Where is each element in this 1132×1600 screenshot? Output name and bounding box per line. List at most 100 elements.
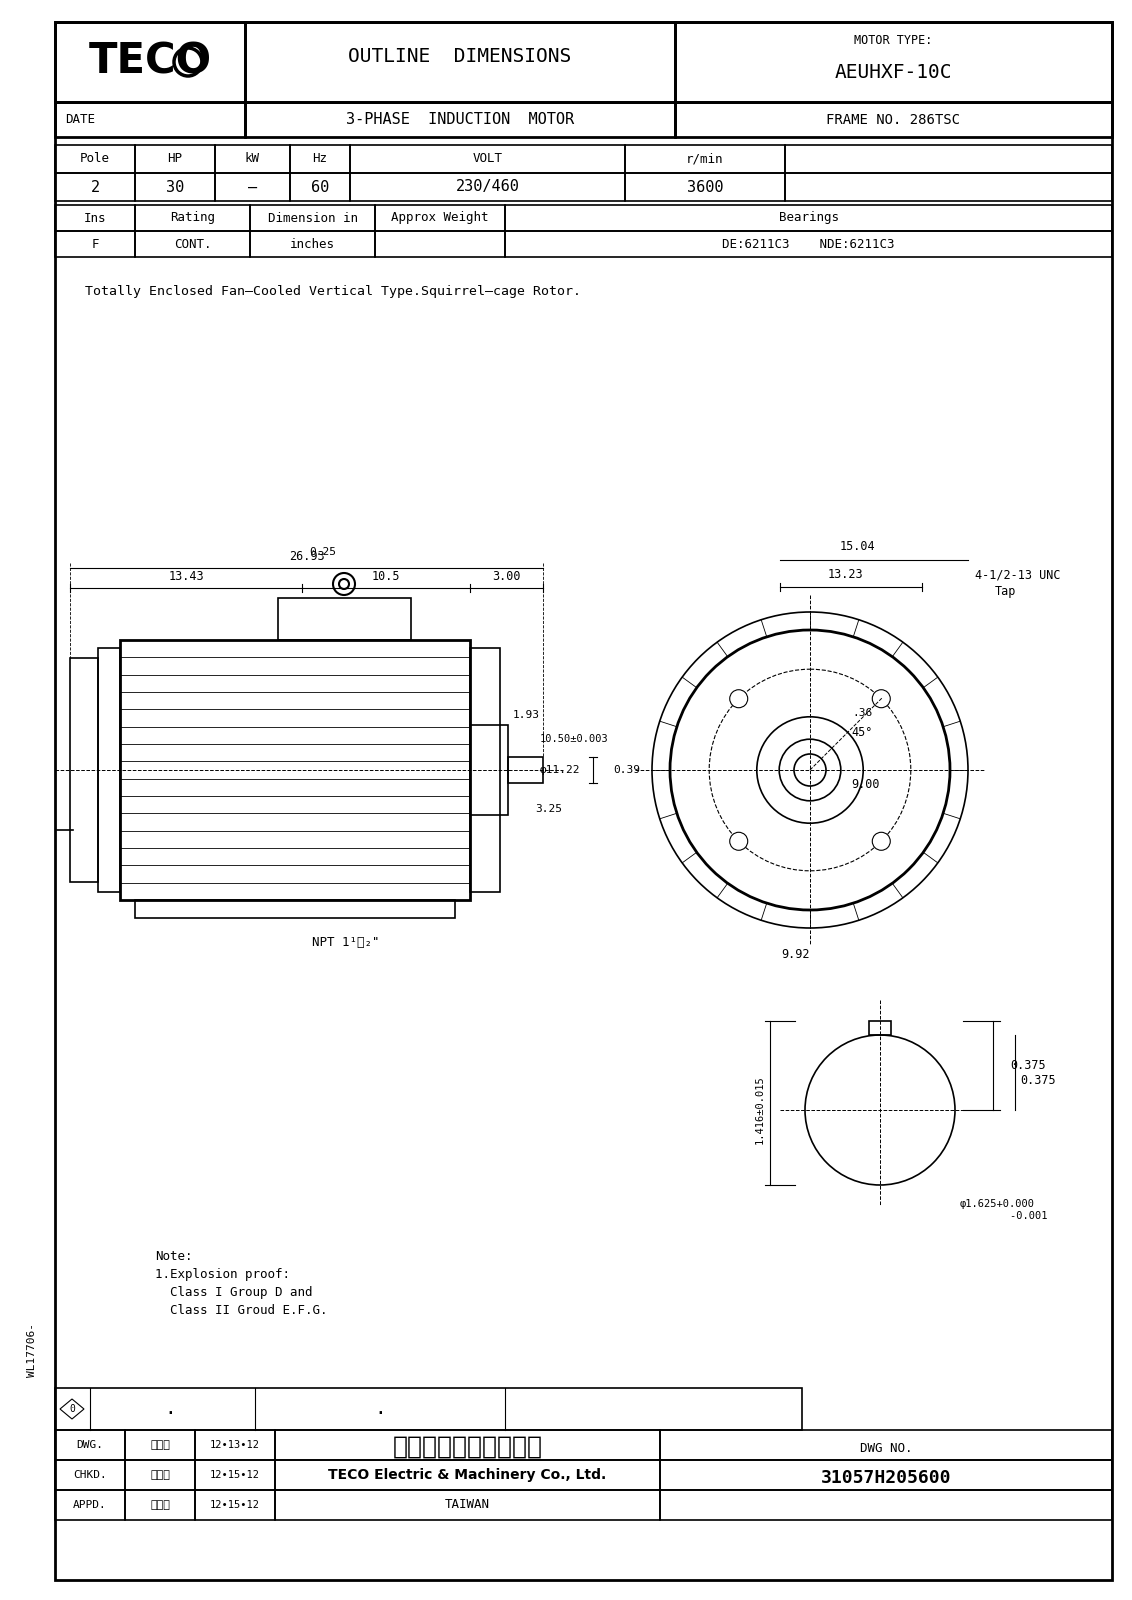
Bar [660, 1459, 1112, 1490]
Circle shape [670, 630, 950, 910]
Bar [505, 230, 1112, 258]
Text: 3.00: 3.00 [492, 570, 521, 582]
Bar [55, 146, 135, 173]
Text: 1.Explosion proof:: 1.Explosion proof: [155, 1267, 290, 1282]
Text: 230/460: 230/460 [455, 179, 520, 195]
Bar [290, 173, 350, 202]
Text: .: . [164, 1400, 175, 1419]
Circle shape [333, 573, 355, 595]
Bar [55, 102, 245, 138]
Circle shape [757, 717, 864, 822]
Text: DATE: DATE [65, 114, 95, 126]
Text: 26.93: 26.93 [289, 549, 324, 563]
Circle shape [779, 739, 841, 800]
Bar [250, 205, 375, 230]
Bar [350, 173, 625, 202]
Text: 2: 2 [91, 179, 100, 195]
Bar [55, 22, 245, 102]
Text: 東元電機股份有限公司: 東元電機股份有限公司 [393, 1435, 542, 1459]
Text: 1.416±0.015: 1.416±0.015 [755, 1075, 765, 1144]
Bar [470, 725, 508, 814]
Bar [135, 146, 215, 173]
Bar [135, 899, 455, 918]
Text: .: . [374, 1400, 386, 1419]
Text: 郭耀良: 郭耀良 [151, 1470, 170, 1480]
Text: .36: .36 [852, 707, 873, 717]
Text: 郭耀良: 郭耀良 [151, 1440, 170, 1450]
Text: 31057H205600: 31057H205600 [821, 1469, 951, 1486]
Text: 0.375: 0.375 [1010, 1059, 1046, 1072]
Text: 0.375: 0.375 [1020, 1074, 1056, 1086]
Circle shape [652, 611, 968, 928]
Text: Bearings: Bearings [779, 211, 839, 224]
Bar [70, 658, 98, 882]
Text: DWG.: DWG. [77, 1440, 103, 1450]
Text: 12•15•12: 12•15•12 [211, 1470, 260, 1480]
Text: 3.25: 3.25 [535, 803, 561, 814]
Text: 12•13•12: 12•13•12 [211, 1440, 260, 1450]
Text: 13.43: 13.43 [169, 570, 204, 582]
Text: Hz: Hz [312, 152, 327, 165]
Bar [98, 648, 120, 893]
Circle shape [873, 832, 890, 850]
Text: 3600: 3600 [687, 179, 723, 195]
Text: Class I Group D and: Class I Group D and [155, 1286, 312, 1299]
Text: 1.93: 1.93 [513, 710, 540, 720]
Circle shape [873, 690, 890, 707]
Bar [277, 598, 411, 640]
Text: 12•15•12: 12•15•12 [211, 1501, 260, 1510]
Text: Ins: Ins [84, 211, 106, 224]
Bar [215, 146, 290, 173]
Text: Approx Weight: Approx Weight [392, 211, 489, 224]
Bar [55, 1490, 125, 1520]
Bar [784, 146, 1112, 173]
Text: 45°: 45° [851, 725, 873, 739]
Text: 0.39: 0.39 [614, 765, 640, 774]
Bar [290, 146, 350, 173]
Bar [195, 1430, 275, 1459]
Text: CONT.: CONT. [173, 237, 212, 251]
Bar [245, 102, 675, 138]
Bar [55, 205, 135, 230]
Bar [195, 1459, 275, 1490]
Bar [675, 22, 1112, 102]
Text: 4-1/2-13 UNC: 4-1/2-13 UNC [975, 568, 1061, 581]
Text: 10.5: 10.5 [371, 570, 401, 582]
Text: 60: 60 [311, 179, 329, 195]
Bar [350, 146, 625, 173]
Text: inches: inches [290, 237, 335, 251]
Bar [55, 1430, 125, 1459]
Text: Note:: Note: [155, 1250, 192, 1262]
Bar [869, 1021, 891, 1035]
Circle shape [805, 1035, 955, 1186]
Bar [625, 146, 784, 173]
Bar [55, 1459, 125, 1490]
Text: 9.92: 9.92 [781, 949, 809, 962]
Text: HP: HP [168, 152, 182, 165]
Text: r/min: r/min [686, 152, 723, 165]
Bar [215, 173, 290, 202]
Bar [784, 173, 1112, 202]
Bar [505, 205, 1112, 230]
Text: Totally Enclosed Fan—Cooled Vertical Type.Squirrel—cage Rotor.: Totally Enclosed Fan—Cooled Vertical Typ… [85, 285, 581, 298]
Circle shape [794, 754, 826, 786]
Text: 蔡明鈕: 蔡明鈕 [151, 1501, 170, 1510]
Bar [135, 205, 250, 230]
Text: WL17706-: WL17706- [27, 1323, 37, 1378]
Text: OUTLINE  DIMENSIONS: OUTLINE DIMENSIONS [349, 48, 572, 67]
Text: kW: kW [245, 152, 260, 165]
Text: NPT 1¹⁄₂": NPT 1¹⁄₂" [312, 936, 380, 949]
Bar [470, 648, 500, 893]
Text: φ11.22: φ11.22 [540, 765, 581, 774]
Bar [375, 230, 505, 258]
Text: APPD.: APPD. [74, 1501, 106, 1510]
Text: 13.23: 13.23 [827, 568, 863, 581]
Bar [125, 1459, 195, 1490]
Text: MOTOR TYPE:: MOTOR TYPE: [855, 34, 933, 46]
Bar [125, 1430, 195, 1459]
Text: 15.04: 15.04 [840, 541, 876, 554]
Text: CHKD.: CHKD. [74, 1470, 106, 1480]
Text: Rating: Rating [170, 211, 215, 224]
Bar [55, 1387, 801, 1430]
Bar [245, 22, 675, 102]
